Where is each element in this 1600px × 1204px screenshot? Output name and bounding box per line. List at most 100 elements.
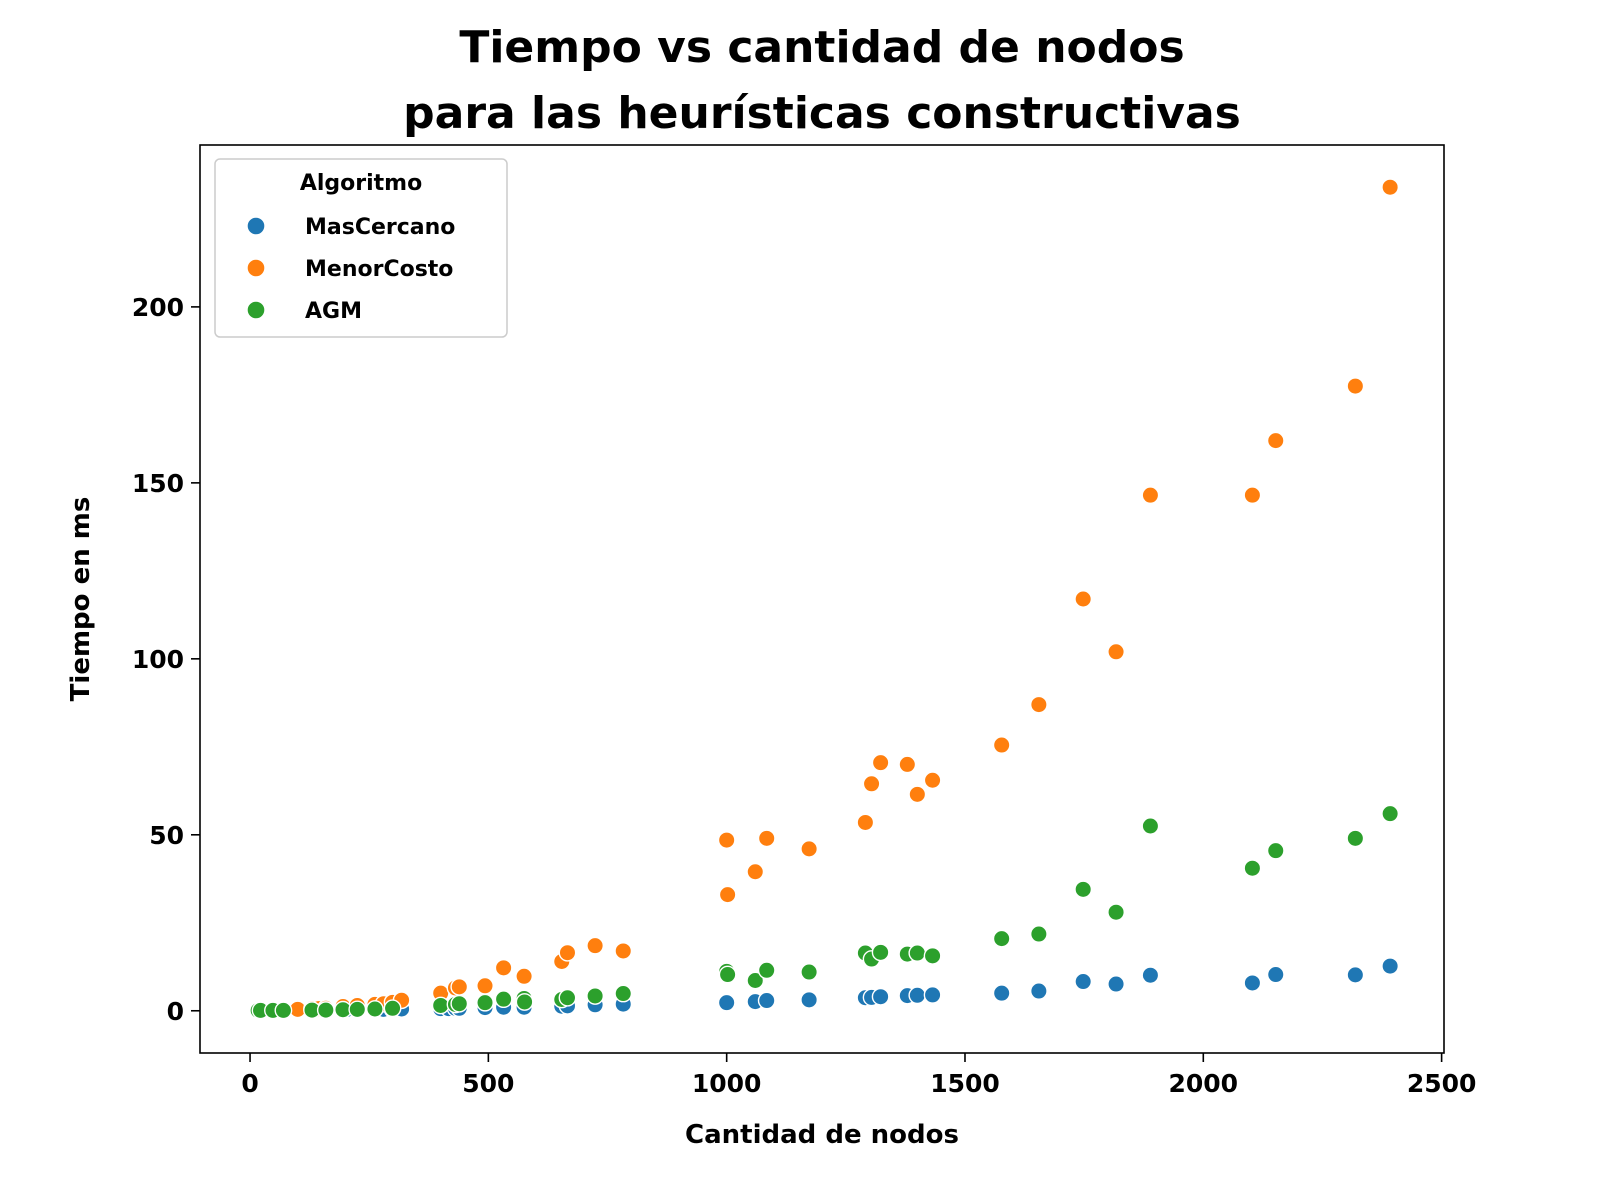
legend-marker (246, 300, 266, 320)
data-point (1107, 903, 1125, 922)
x-axis-label: Cantidad de nodos (685, 1120, 959, 1150)
data-point (992, 736, 1011, 754)
data-point (476, 976, 494, 995)
data-point (871, 753, 890, 772)
data-point (450, 994, 469, 1013)
data-point (366, 1000, 384, 1018)
data-point (1243, 974, 1262, 992)
data-point (494, 990, 513, 1009)
x-tick-label: 500 (462, 1069, 514, 1098)
data-point (614, 984, 633, 1003)
data-point (558, 988, 577, 1007)
data-point (1266, 431, 1285, 450)
chart-title: Tiempo vs cantidad de nodos para las heur… (403, 22, 1241, 139)
data-point (1381, 178, 1400, 197)
data-point (908, 986, 927, 1005)
data-point (515, 967, 534, 986)
data-point (757, 829, 776, 848)
data-point (348, 1000, 367, 1019)
data-point (1346, 965, 1365, 984)
data-point (898, 755, 917, 774)
data-point (274, 1001, 293, 1020)
data-point (1381, 957, 1400, 975)
data-point (757, 991, 776, 1010)
chart-title-line: para las heurísticas constructivas (403, 88, 1241, 139)
data-point (908, 944, 927, 962)
data-point (746, 862, 765, 881)
data-point (800, 839, 819, 858)
data-point (558, 943, 577, 962)
data-point (1074, 590, 1093, 608)
data-point (856, 813, 875, 832)
legend: Algoritmo MasCercano MenorCosto AGM (214, 158, 508, 338)
data-point (1029, 982, 1048, 1000)
data-point (746, 971, 765, 990)
data-point (1107, 642, 1125, 661)
legend-marker (246, 258, 266, 278)
data-point (800, 963, 819, 981)
legend-label: AGM (305, 299, 362, 324)
data-point (1141, 486, 1160, 505)
data-point (1346, 829, 1365, 848)
data-point (1346, 377, 1365, 395)
data-point (1029, 925, 1048, 943)
x-tick-label: 1000 (692, 1069, 762, 1098)
x-tick-label: 2500 (1407, 1069, 1477, 1098)
data-point (923, 946, 942, 965)
data-point (1266, 965, 1285, 984)
data-point (1381, 804, 1400, 823)
x-axis: 0 500 1000 1500 2000 2500 (241, 1053, 1476, 1098)
data-point (586, 936, 605, 955)
y-tick-label: 200 (132, 293, 184, 322)
y-axis-label: Tiempo en ms (66, 497, 96, 702)
data-point (1141, 966, 1160, 985)
legend-title: Algoritmo (300, 171, 422, 196)
series-agm (249, 804, 1400, 1020)
data-point (1029, 695, 1048, 714)
y-tick-label: 100 (132, 645, 184, 674)
data-point (871, 943, 890, 962)
data-point (800, 990, 819, 1009)
series-mascercano (249, 957, 1400, 1020)
data-point (1266, 841, 1285, 860)
data-point (476, 993, 494, 1012)
data-point (718, 885, 737, 904)
data-point (871, 987, 890, 1006)
plot-area (249, 178, 1400, 1020)
x-tick-label: 2000 (1169, 1069, 1239, 1098)
legend-label: MenorCosto (305, 257, 453, 282)
data-point (717, 831, 736, 849)
data-point (515, 993, 534, 1011)
legend-label: MasCercano (305, 215, 455, 240)
data-point (316, 1001, 335, 1019)
x-tick-label: 0 (241, 1069, 258, 1098)
x-tick-label: 1500 (930, 1069, 1000, 1098)
data-point (862, 774, 881, 793)
data-point (1074, 880, 1093, 899)
data-point (923, 771, 942, 790)
data-point (992, 929, 1011, 948)
legend-items: MasCercano MenorCosto AGM (246, 215, 455, 324)
data-point (1243, 486, 1262, 505)
data-point (717, 993, 736, 1012)
data-point (383, 999, 402, 1018)
data-point (923, 986, 942, 1004)
chart-title-line: Tiempo vs cantidad de nodos (459, 22, 1184, 73)
legend-box (214, 158, 508, 338)
axes-frame (199, 144, 1445, 1054)
y-tick-label: 50 (149, 821, 184, 850)
y-tick-label: 0 (167, 997, 184, 1026)
data-point (494, 958, 513, 977)
y-tick-label: 150 (132, 469, 184, 498)
data-point (992, 984, 1011, 1003)
data-point (1074, 972, 1093, 991)
data-point (586, 987, 605, 1005)
legend-marker (246, 216, 266, 236)
data-point (1107, 975, 1125, 993)
data-point (450, 977, 469, 996)
data-point (718, 965, 737, 984)
data-point (431, 996, 450, 1015)
data-point (1141, 817, 1160, 835)
